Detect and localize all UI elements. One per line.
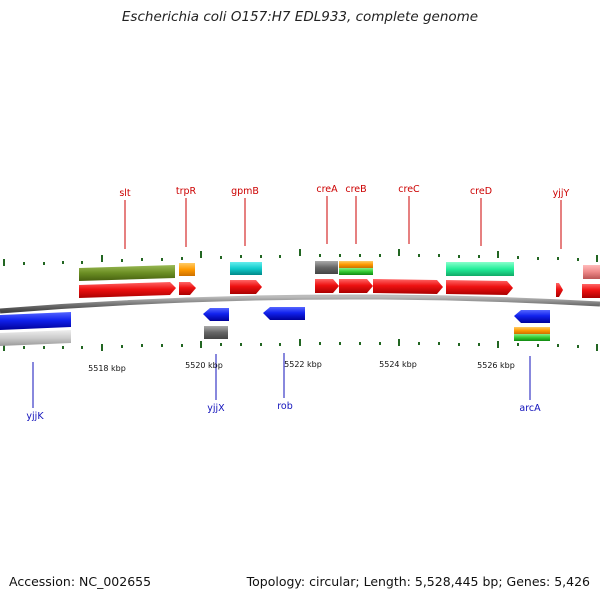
gene-label-arcA: arcA [519,403,541,414]
feature-yjjY [583,265,600,279]
gene-label-slt: slt [119,188,131,199]
feature-creD [446,262,514,276]
kbp-label-5518: 5518 kbp [88,364,126,373]
gene-arcA-arrow [514,310,550,323]
gene-right-arrow [582,284,600,298]
gene-label-yjjY: yjjY [553,188,570,199]
kbp-label-5524: 5524 kbp [379,360,417,369]
gene-slt-arrow [79,282,176,298]
feature-creA [315,261,338,274]
gene-yjjY-arrow [556,283,563,297]
accession-label: Accession: NC_002655 [9,574,152,589]
gene-label-yjjX: yjjX [207,403,225,414]
top-gene-labels: slt trpR gpmB creA creB creC creD yjjY [119,184,569,199]
gene-label-creD: creD [470,186,492,197]
feature-arcA-a [514,327,550,334]
feature-trpR [179,263,195,276]
map-title: Escherichia coli O157:H7 EDL933, complet… [121,9,479,25]
gene-label-gpmB: gpmB [231,186,259,197]
gene-gpmB-arrow [230,280,262,294]
feature-track-lower [0,326,550,346]
feature-yjjK [0,330,71,346]
gene-label-creC: creC [398,184,420,195]
bottom-gene-labels: yjjK yjjX rob arcA [26,401,541,422]
kbp-scale-labels: 5518 kbp 5520 kbp 5522 kbp 5524 kbp 5526… [88,360,515,373]
gene-label-yjjK: yjjK [26,411,44,422]
gene-label-creB: creB [345,184,366,195]
feature-creB-a [339,261,373,268]
kbp-label-5522: 5522 kbp [284,360,322,369]
kbp-label-5520: 5520 kbp [185,361,223,370]
gene-creA-arrow [315,279,339,293]
gene-yjjK-arrow [0,312,71,330]
gene-creD-arrow [446,280,513,295]
feature-yjjX [204,326,228,339]
inner-ruler-ticks [3,339,598,351]
feature-arcA-b [514,334,550,341]
gene-rob-arrow [263,307,305,320]
reverse-genes [0,307,550,330]
gene-yjjX-arrow [203,308,229,321]
gene-creC-arrow [373,279,443,294]
gene-label-trpR: trpR [176,186,197,197]
feature-gpmB [230,262,262,275]
feature-creB-b [339,268,373,275]
kbp-label-5526: 5526 kbp [477,361,515,370]
gene-label-rob: rob [277,401,293,412]
gene-creB-arrow [339,279,373,293]
forward-genes [79,279,600,298]
gene-trpR-arrow [179,282,196,295]
gene-label-creA: creA [316,184,338,195]
feature-slt [79,265,175,281]
top-leader-lines [124,196,562,249]
feature-track-upper [79,261,600,281]
bottom-leader-lines [32,353,531,408]
genome-backbone [0,294,600,314]
outer-ruler-ticks [3,249,598,266]
topology-summary: Topology: circular; Length: 5,528,445 bp… [246,574,590,589]
